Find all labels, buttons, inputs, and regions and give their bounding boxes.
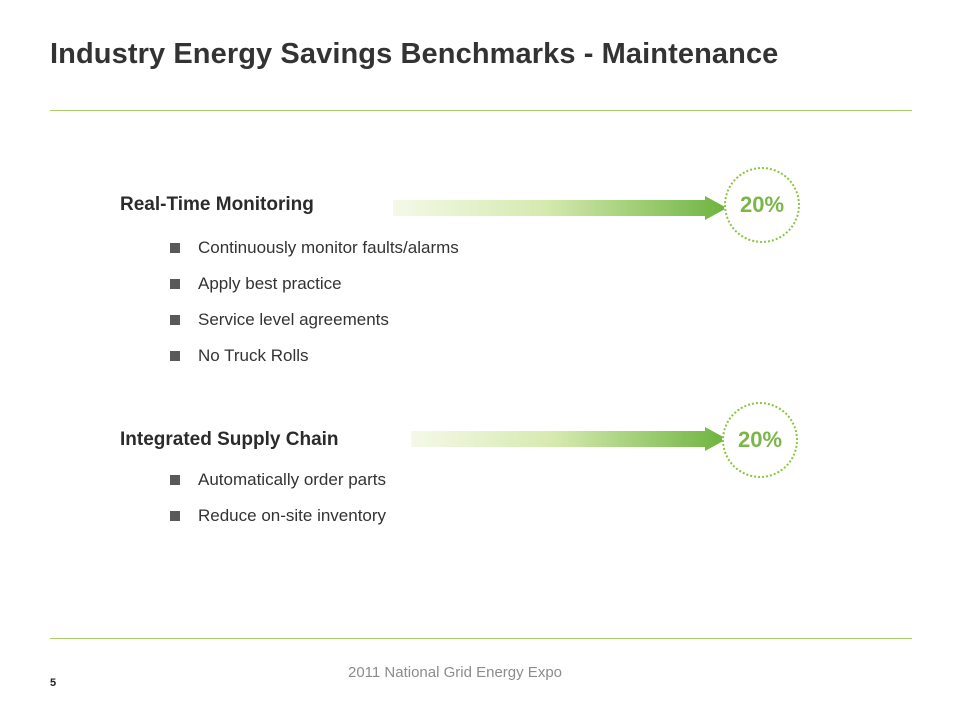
list-item-text: Reduce on-site inventory	[198, 506, 387, 525]
square-bullet-icon	[170, 511, 180, 521]
list-item: No Truck Rolls	[170, 346, 459, 382]
savings-value: 20%	[737, 427, 783, 452]
square-bullet-icon	[170, 475, 180, 485]
list-item: Continuously monitor faults/alarms	[170, 238, 459, 274]
gradient-arrow-icon	[411, 427, 733, 451]
list-item: Reduce on-site inventory	[170, 506, 386, 542]
list-item-text: Continuously monitor faults/alarms	[198, 238, 459, 257]
list-item-text: Apply best practice	[198, 274, 342, 293]
square-bullet-icon	[170, 279, 180, 289]
list-item-text: Automatically order parts	[198, 470, 387, 489]
square-bullet-icon	[170, 315, 180, 325]
page-number: 5	[50, 677, 57, 689]
square-bullet-icon	[170, 243, 180, 253]
list-item-text: No Truck Rolls	[198, 346, 309, 365]
savings-badge: 20%	[722, 402, 798, 478]
section-heading: Integrated Supply Chain	[120, 429, 339, 450]
list-item: Automatically order parts	[170, 470, 386, 506]
bullet-list: Continuously monitor faults/alarms Apply…	[170, 238, 459, 382]
footer-divider	[50, 638, 912, 639]
list-item: Service level agreements	[170, 310, 459, 346]
list-item: Apply best practice	[170, 274, 459, 310]
slide-title: Industry Energy Savings Benchmarks - Mai…	[50, 38, 779, 70]
list-item-text: Service level agreements	[198, 310, 389, 329]
savings-value: 20%	[739, 192, 785, 217]
bullet-list: Automatically order parts Reduce on-site…	[170, 470, 386, 542]
savings-badge: 20%	[724, 167, 800, 243]
section-heading: Real-Time Monitoring	[120, 194, 314, 215]
title-divider	[50, 110, 912, 111]
footer-text: 2011 National Grid Energy Expo	[347, 664, 562, 681]
gradient-arrow-icon	[393, 196, 733, 220]
square-bullet-icon	[170, 351, 180, 361]
